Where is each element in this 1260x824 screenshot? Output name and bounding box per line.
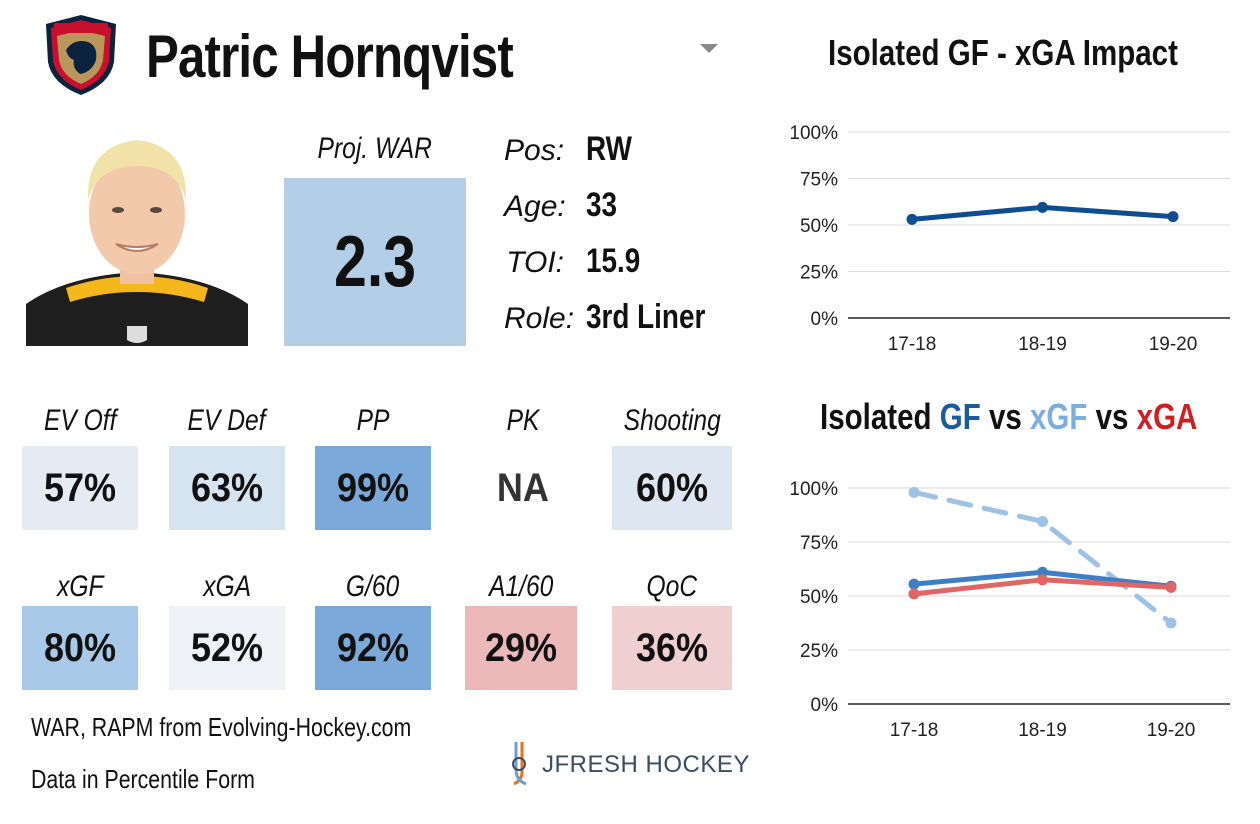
chart2-data-point <box>1037 566 1048 578</box>
stat-label-ev-def: EV Def <box>188 404 266 437</box>
stat-box-g60: 92% <box>315 606 431 690</box>
stat-label-xga: xGA <box>203 570 251 603</box>
bio-label-toi: TOI: <box>506 246 564 279</box>
stat-box-pk: NA <box>465 446 581 530</box>
chart2-title: Isolated GF vs xGF vs xGA <box>820 396 1198 437</box>
stat-label-pk: PK <box>506 404 540 437</box>
war-label: Proj. WAR <box>317 132 433 165</box>
player-select-chevron-down-icon[interactable] <box>700 44 718 53</box>
chart1-data-point <box>906 213 918 225</box>
stat-box-qoc: 36% <box>612 606 732 690</box>
chart2-data-point <box>1037 515 1048 527</box>
chart2-data-point <box>1165 581 1177 593</box>
source-note: WAR, RAPM from Evolving-Hockey.com <box>31 712 412 742</box>
chart1-plot: 0% 25% 50% 75% 100% 17-18 18-19 19-20 <box>789 123 1230 355</box>
chart2-y-tick-label: 25% <box>800 641 838 662</box>
bio-label-pos: Pos: <box>504 134 565 167</box>
stat-label-pp: PP <box>356 404 390 437</box>
chart2-x-tick-label: 17-18 <box>890 720 939 741</box>
stat-label-ev-off: EV Off <box>43 404 117 437</box>
percentile-note: Data in Percentile Form <box>31 764 255 794</box>
chart1-x-tick-label: 18-19 <box>1018 334 1067 355</box>
stat-label-shooting: Shooting <box>623 404 721 437</box>
stat-label-qoc: QoC <box>646 570 698 603</box>
stat-box-ev-def: 63% <box>169 446 285 530</box>
chart1-title: Isolated GF - xGA Impact <box>828 32 1178 73</box>
player-name: Patric Hornqvist <box>146 23 514 90</box>
stat-label-g60: G/60 <box>346 570 400 603</box>
stat-box-ev-off: 57% <box>22 446 138 530</box>
stat-box-pp: 99% <box>315 446 431 530</box>
chart2-data-point <box>1165 617 1177 629</box>
chart1-y-tick-label: 25% <box>800 263 838 284</box>
bio-value-role: 3rd Liner <box>586 298 706 336</box>
chart2-y-tick-label: 100% <box>789 479 838 500</box>
stat-box-xgf: 80% <box>22 606 138 690</box>
stat-label-a160: A1/60 <box>488 570 554 603</box>
stat-box-a160: 29% <box>465 606 577 690</box>
chart2-x-tick-label: 18-19 <box>1018 720 1067 741</box>
chart1-data-point <box>1167 211 1179 223</box>
bio-label-age: Age: <box>504 190 566 223</box>
stat-box-shooting: 60% <box>612 446 732 530</box>
stat-label-xgf: xGF <box>56 570 104 603</box>
chart1-x-tick-label: 17-18 <box>888 334 937 355</box>
bio-value-toi: 15.9 <box>586 242 641 280</box>
chart1-y-tick-label: 50% <box>800 216 838 237</box>
chart2-y-tick-label: 50% <box>800 587 838 608</box>
bio-label-role: Role: <box>504 302 575 335</box>
chart2-plot: 0% 25% 50% 75% 100% 17-18 18-19 19-20 <box>789 479 1230 741</box>
stat-box-xga: 52% <box>169 606 285 690</box>
war-box: 2.3 <box>284 178 466 346</box>
chart2-data-point <box>908 588 920 600</box>
chart1-y-tick-label: 75% <box>800 170 838 191</box>
chart1-y-tick-label: 100% <box>789 123 838 144</box>
war-value: 2.3 <box>333 222 417 302</box>
player-photo <box>26 126 248 346</box>
chart1-data-point <box>1037 201 1048 213</box>
team-logo <box>44 14 118 96</box>
bio-value-pos: RW <box>586 130 632 168</box>
chart1-y-tick-label: 0% <box>811 309 839 330</box>
chart2-data-point <box>908 578 920 590</box>
chart2-series-line-xgf <box>911 489 1174 626</box>
chart2-data-point <box>1037 574 1048 586</box>
hockey-stick-icon <box>512 742 527 786</box>
chart2-y-tick-label: 75% <box>800 533 838 554</box>
chart1-x-tick-label: 19-20 <box>1149 334 1198 355</box>
chart2-x-tick-label: 19-20 <box>1147 720 1196 741</box>
bio-value-age: 33 <box>586 186 618 224</box>
chart2-data-point <box>908 486 920 498</box>
brand-logo: JFRESH HOCKEY <box>506 740 750 790</box>
chart2-y-tick-label: 0% <box>811 695 839 716</box>
